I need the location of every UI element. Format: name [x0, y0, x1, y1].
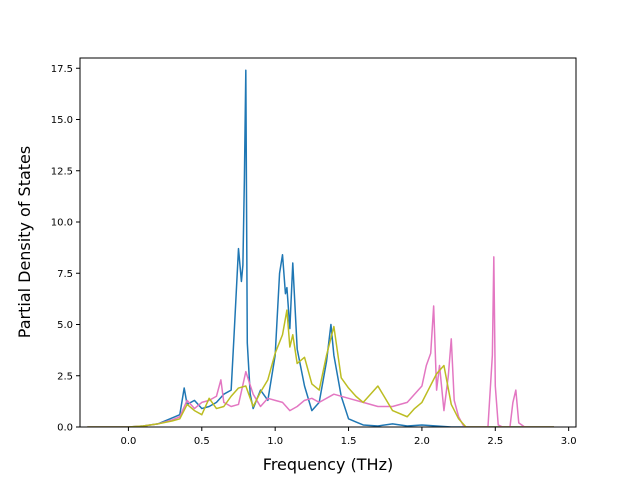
x-tick-label: 3.0	[561, 436, 577, 447]
x-tick-label: 2.5	[487, 436, 503, 447]
y-tick-label: 7.5	[57, 269, 73, 280]
series-line-2	[87, 256, 554, 427]
y-tick-label: 2.5	[57, 371, 73, 382]
x-tick-label: 2.0	[414, 436, 430, 447]
x-tick-label: 1.5	[341, 436, 357, 447]
x-tick-label: 0.0	[120, 436, 136, 447]
axes-frame	[79, 57, 577, 428]
x-tick-label: 0.5	[194, 436, 210, 447]
y-tick-label: 10.0	[51, 218, 73, 229]
y-axis-label: Partial Density of States	[15, 146, 34, 338]
y-axis-ticks: 0.0 2.5 5.0 7.5 10.0 12.5 15.0 17.5	[51, 64, 80, 434]
y-tick-label: 15.0	[51, 115, 73, 126]
x-axis-ticks: 0.0 0.5 1.0 1.5 2.0 2.5 3.0	[120, 427, 577, 447]
y-tick-label: 12.5	[51, 166, 73, 177]
y-tick-label: 0.0	[57, 423, 73, 434]
series-layer	[87, 69, 554, 427]
y-tick-label: 5.0	[57, 320, 73, 331]
plot-area	[79, 57, 577, 428]
x-tick-label: 1.0	[267, 436, 283, 447]
series-line-3	[87, 309, 554, 427]
y-tick-label: 17.5	[51, 64, 73, 75]
x-axis-label: Frequency (THz)	[263, 455, 393, 474]
series-line-1	[87, 69, 554, 427]
